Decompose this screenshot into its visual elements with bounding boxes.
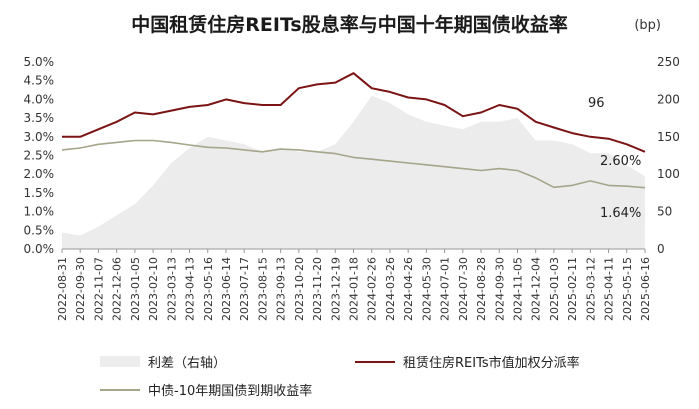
x-tick-label: 2024-12-04 [530,257,543,321]
x-tick-label: 2024-07-30 [457,257,470,321]
legend-item-reits: 租赁住房REITs市值加权分派率 [355,352,580,371]
x-tick-label: 2024-02-26 [366,257,379,321]
x-tick-label: 2023-04-13 [184,257,197,321]
x-tick-label: 2025-06-16 [639,257,652,321]
x-tick-label: 2023-10-20 [293,257,306,321]
x-tick-label: 2025-01-03 [548,257,561,321]
data-label: 1.64% [600,206,641,221]
x-tick-label: 2023-07-17 [238,257,251,321]
left-tick-label: 0.0% [24,242,55,256]
x-tick-label: 2024-11-05 [511,257,524,321]
right-tick-label: 0 [657,242,665,256]
series-line-reits [62,72,646,153]
left-tick-label: 1.0% [24,205,55,219]
series-line-bond [61,139,646,189]
series-area-spread [62,95,645,249]
x-tick-label: 2024-09-30 [493,257,506,321]
data-label: 96 [588,96,605,111]
legend-swatch-reits [355,360,395,363]
left-tick-label: 4.0% [24,92,55,106]
right-tick-label: 100 [657,167,680,181]
x-tick-label: 2022-11-07 [92,257,105,321]
x-tick-label: 2023-05-16 [202,257,215,321]
chart-title: 中国租赁住房REITs股息率与中国十年期国债收益率 [131,14,568,36]
left-tick-label: 5.0% [24,55,55,69]
x-tick-label: 2024-07-01 [439,257,452,321]
x-tick-label: 2025-04-11 [603,257,616,321]
x-tick-label: 2025-02-11 [566,257,579,321]
left-tick-label: 2.0% [24,167,55,181]
legend-item-bond: 中债-10年期国债到期收益率 [100,380,312,399]
legend-swatch-spread [100,356,140,367]
right-axis-unit: (bp) [634,18,661,33]
legend-label-spread: 利差（右轴） [148,356,227,371]
data-label: 2.60% [600,154,641,169]
right-tick-label: 150 [657,130,680,144]
x-tick-label: 2022-12-06 [111,257,124,321]
x-tick-label: 2024-05-30 [420,257,433,321]
x-tick-label: 2023-02-10 [147,257,160,321]
x-tick-label: 2025-03-12 [584,257,597,321]
x-tick-label: 2023-08-15 [256,257,269,321]
x-tick-label: 2022-09-30 [74,257,87,321]
left-tick-label: 2.5% [24,149,55,163]
x-tick-label: 2023-03-13 [165,257,178,321]
x-tick-label: 2023-09-13 [275,257,288,321]
x-tick-label: 2023-12-19 [329,257,342,321]
right-tick-label: 50 [657,205,672,219]
left-tick-label: 3.5% [24,111,55,125]
left-tick-label: 4.5% [24,74,55,88]
x-tick-label: 2024-03-26 [384,257,397,321]
x-tick-label: 2024-04-26 [402,257,415,321]
x-tick-label: 2024-08-28 [475,257,488,321]
left-tick-label: 1.5% [24,186,55,200]
x-tick-label: 2023-06-14 [220,257,233,321]
legend-swatch-bond [100,388,140,391]
x-tick-label: 2024-01-18 [348,257,361,321]
right-tick-label: 250 [657,55,680,69]
right-tick-label: 200 [657,92,680,106]
legend-label-reits: 租赁住房REITs市值加权分派率 [403,356,580,371]
x-tick-label: 2023-01-05 [129,257,142,321]
left-tick-label: 0.5% [24,223,55,237]
x-tick-label: 2025-05-15 [621,257,634,321]
x-tick-label: 2022-08-31 [56,257,69,321]
left-tick-label: 3.0% [24,130,55,144]
legend-label-bond: 中债-10年期国债到期收益率 [148,384,313,399]
x-tick-label: 2023-11-20 [311,257,324,321]
legend-item-spread: 利差（右轴） [100,352,226,371]
